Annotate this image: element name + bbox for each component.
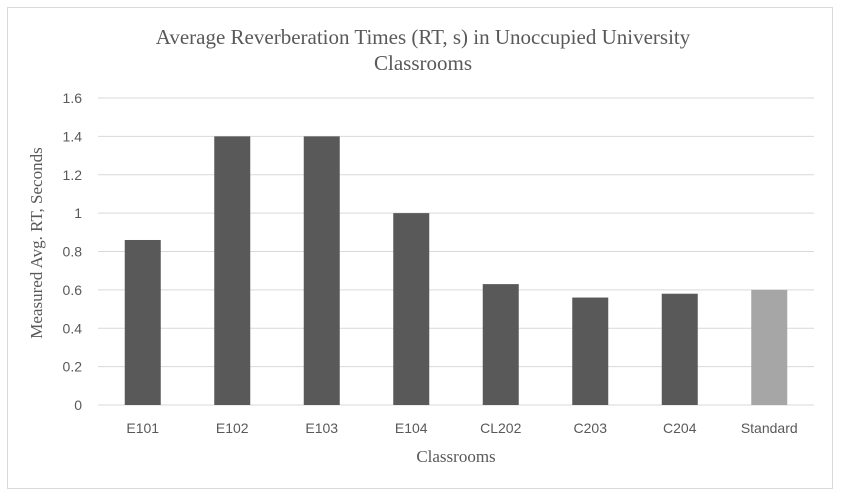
bar-standard: [751, 289, 788, 405]
gridlines: [98, 97, 814, 406]
bar-e101: [124, 239, 161, 405]
chart-title-line2: Classrooms: [373, 51, 472, 75]
y-axis-title: Measured Avg. RT, Seconds: [27, 147, 46, 338]
x-tick-label: E103: [305, 420, 338, 436]
chart-title-line1: Average Reverberation Times (RT, s) in U…: [155, 25, 691, 49]
bar-c203: [572, 297, 609, 405]
x-tick-label: C204: [663, 420, 697, 436]
bar-e102: [214, 136, 251, 405]
bar-e104: [393, 213, 430, 405]
y-tick-label: 0: [74, 397, 82, 413]
chart-title: Average Reverberation Times (RT, s) in U…: [0, 24, 846, 76]
x-tick-labels: E101 E102 E103 E104 CL202 C203 C204 Standard: [126, 420, 797, 436]
x-tick-label: E104: [395, 420, 428, 436]
x-tick-label: C203: [574, 420, 608, 436]
x-tick-label: Standard: [741, 420, 798, 436]
bar-cl202: [482, 284, 519, 405]
y-tick-label: 1: [74, 205, 82, 221]
bar-c204: [661, 293, 698, 405]
bars: [124, 136, 788, 405]
x-axis-title: Classrooms: [416, 447, 495, 466]
y-tick-label: 0.8: [63, 244, 83, 260]
y-tick-label: 1.2: [63, 167, 83, 183]
y-tick-label: 0.4: [63, 320, 83, 336]
x-tick-label: CL202: [480, 420, 521, 436]
y-tick-label: 1.4: [63, 128, 83, 144]
x-tick-label: E102: [216, 420, 249, 436]
y-tick-labels: 0 0.2 0.4 0.6 0.8 1 1.2 1.4 1.6: [63, 90, 83, 413]
y-tick-label: 1.6: [63, 90, 83, 106]
bar-e103: [303, 136, 340, 405]
y-tick-label: 0.6: [63, 282, 83, 298]
y-tick-label: 0.2: [63, 359, 83, 375]
x-tick-label: E101: [126, 420, 159, 436]
